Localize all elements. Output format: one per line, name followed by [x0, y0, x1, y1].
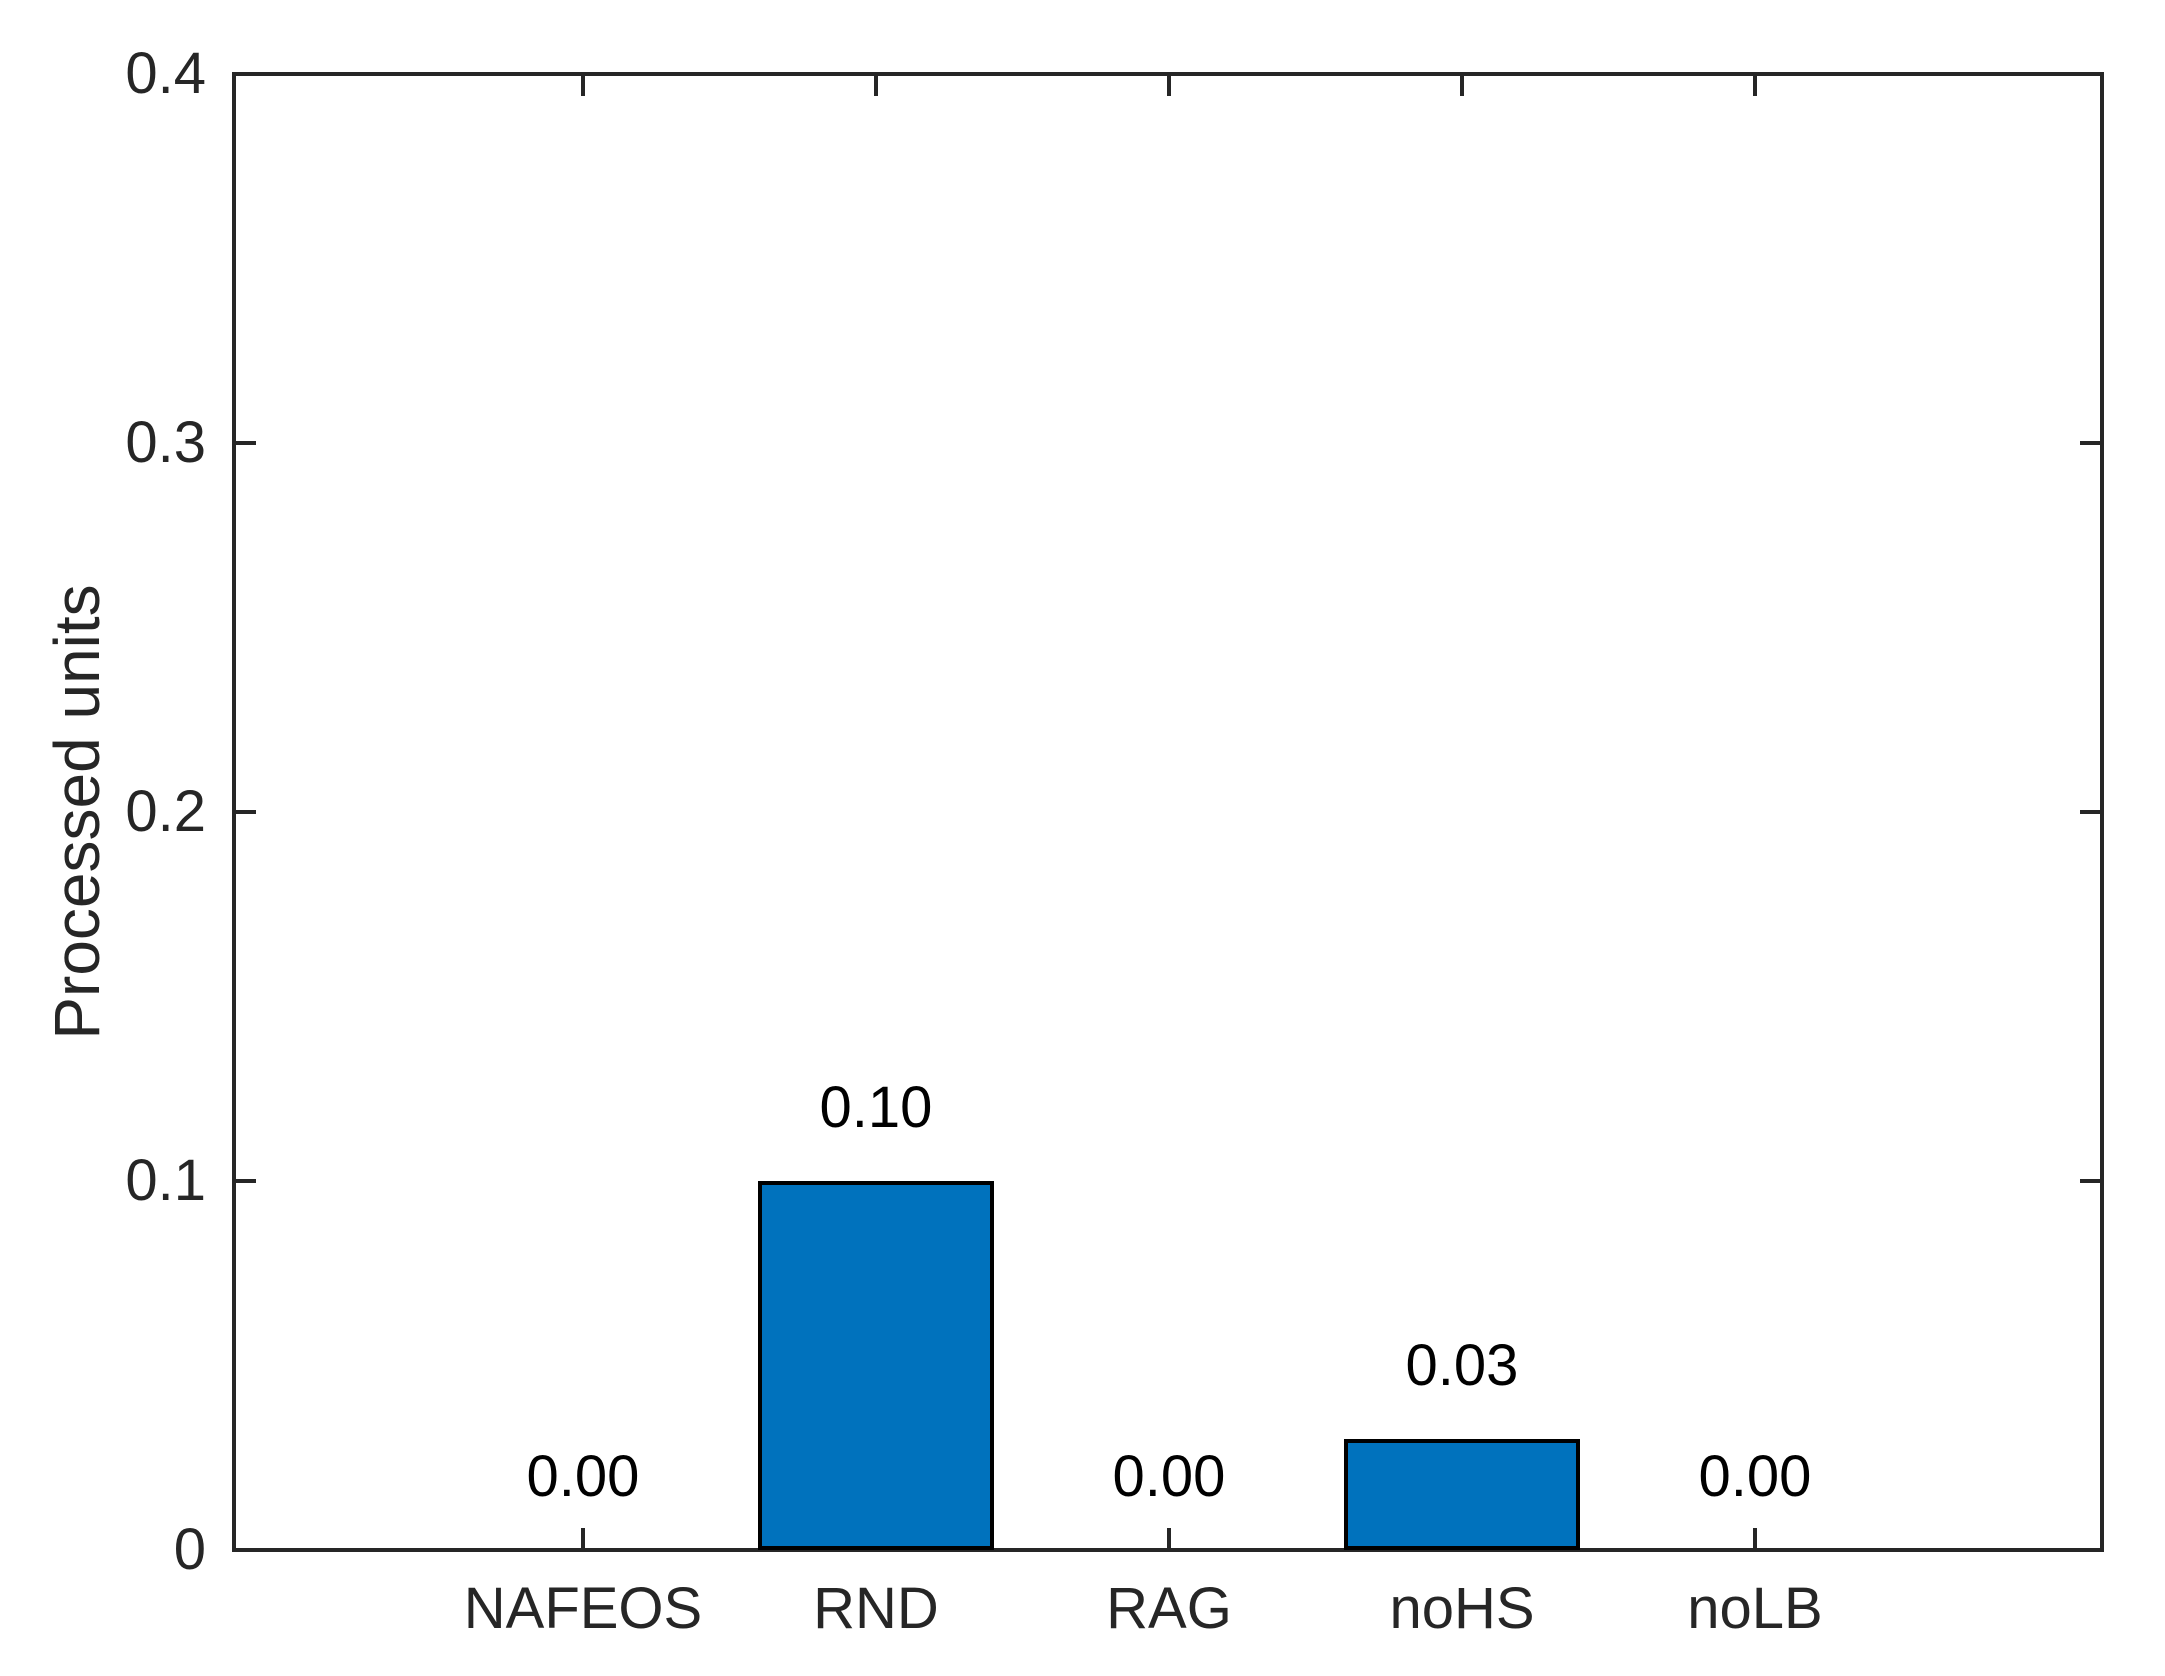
x-tick-mark-bottom — [581, 1528, 585, 1548]
x-category-label: noLB — [1687, 1576, 1823, 1641]
x-tick-mark-top — [1167, 76, 1171, 96]
x-tick-mark-top — [1753, 76, 1757, 96]
y-tick-mark-left — [236, 810, 256, 814]
bar-value-label: 0.00 — [1112, 1444, 1226, 1509]
y-tick-mark-left — [236, 1548, 256, 1552]
y-tick-mark-right — [2080, 441, 2100, 445]
x-category-label: RND — [813, 1576, 939, 1641]
bar-value-label: 0.00 — [526, 1444, 640, 1509]
y-tick-mark-left — [236, 72, 256, 76]
y-tick-mark-left — [236, 1179, 256, 1183]
x-category-label: RAG — [1106, 1576, 1232, 1641]
plot-area — [232, 72, 2104, 1552]
bar-value-label: 0.00 — [1698, 1444, 1812, 1509]
y-tick-label: 0.2 — [125, 779, 206, 844]
x-tick-mark-bottom — [1167, 1528, 1171, 1548]
y-tick-mark-right — [2080, 1548, 2100, 1552]
x-tick-mark-bottom — [1753, 1528, 1757, 1548]
x-tick-mark-top — [581, 76, 585, 96]
y-tick-label: 0.3 — [125, 410, 206, 475]
x-tick-mark-top — [1460, 76, 1464, 96]
bar-value-label: 0.10 — [819, 1075, 933, 1140]
bar-rnd — [758, 1181, 994, 1550]
bar-value-label: 0.03 — [1405, 1333, 1519, 1398]
bar-nohs — [1344, 1439, 1580, 1550]
y-tick-label: 0.1 — [125, 1148, 206, 1213]
y-tick-mark-right — [2080, 72, 2100, 76]
y-tick-label: 0 — [173, 1517, 206, 1582]
y-tick-label: 0.4 — [125, 41, 206, 106]
y-tick-mark-right — [2080, 810, 2100, 814]
y-tick-mark-right — [2080, 1179, 2100, 1183]
y-tick-mark-left — [236, 441, 256, 445]
x-category-label: NAFEOS — [463, 1576, 703, 1641]
x-tick-mark-top — [874, 76, 878, 96]
x-category-label: noHS — [1389, 1576, 1535, 1641]
